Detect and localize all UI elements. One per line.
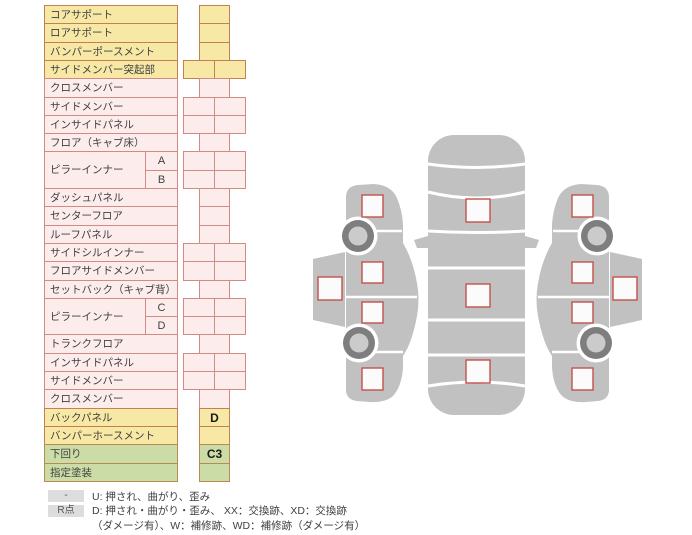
damage-cell[interactable]	[199, 463, 230, 482]
row-label: ダッシュパネル	[44, 188, 178, 207]
row-label: サイドメンバー	[44, 371, 178, 390]
panel-divider	[427, 229, 526, 234]
row-label: フロアサイドメンバー	[44, 261, 178, 281]
damage-cell[interactable]	[183, 243, 215, 262]
checkbox-top-rear[interactable]	[465, 359, 491, 384]
row-label: サイドメンバー突起部	[44, 60, 178, 79]
legend-text-continued: （ダメージ有）、W：補修跡、WD：補修跡（ダメージ有）	[92, 519, 366, 532]
row-label: バックパネル	[44, 408, 178, 427]
front-wheel-icon	[338, 216, 378, 256]
row-sublabel: D	[145, 316, 178, 335]
legend-badge-rpoint: R点	[48, 504, 84, 517]
row-label: 下回り	[44, 444, 178, 464]
damage-cell[interactable]	[199, 23, 230, 43]
parts-damage-table: コアサポート ロアサポート バンパーポースメント サイドメンバー突起部 クロスメンバーサ…	[44, 5, 247, 483]
row-label: インサイドパネル	[44, 353, 178, 372]
damage-cell[interactable]	[183, 60, 215, 79]
damage-cell[interactable]	[214, 243, 246, 262]
damage-cell[interactable]	[214, 316, 246, 335]
vehicle-damage-diagram	[313, 135, 644, 415]
checkbox-left-rear-fender[interactable]	[361, 367, 384, 391]
row-label: インサイドパネル	[44, 115, 178, 134]
damage-cell[interactable]	[199, 133, 230, 152]
row-sublabel: C	[145, 298, 178, 317]
row-label: コアサポート	[44, 5, 178, 24]
top-view-car	[414, 135, 539, 415]
row-label: ピラーインナー	[44, 151, 146, 189]
row-label: セットバック（キャブ背）	[44, 280, 178, 299]
damage-cell[interactable]	[199, 426, 230, 445]
side-mirror-left-icon	[414, 236, 428, 248]
damage-cell[interactable]	[214, 115, 246, 134]
panel-divider	[427, 162, 526, 169]
checkbox-left-rear-door[interactable]	[361, 301, 384, 324]
row-label: バンパーポースメント	[44, 42, 178, 61]
checkbox-right-roof[interactable]	[612, 276, 638, 301]
checkbox-left-front-fender[interactable]	[361, 194, 384, 218]
damage-cell[interactable]	[199, 206, 230, 226]
checkbox-right-front-fender[interactable]	[571, 194, 594, 218]
damage-cell[interactable]	[214, 151, 246, 171]
legend-badge-dash: -	[48, 490, 84, 503]
damage-cell[interactable]	[199, 334, 230, 354]
row-label: サイドシルインナー	[44, 243, 178, 262]
diagram-checkboxes	[317, 194, 638, 391]
damage-cell[interactable]	[214, 353, 246, 372]
row-label: フロア（キャブ床）	[44, 133, 178, 152]
row-label: トランクフロア	[44, 334, 178, 354]
row-label: センターフロア	[44, 206, 178, 226]
row-sublabel: A	[145, 151, 178, 171]
checkbox-right-front-door[interactable]	[571, 261, 594, 284]
damage-cell[interactable]	[183, 151, 215, 171]
row-label: サイドメンバー	[44, 97, 178, 116]
rear-wheel-icon	[339, 323, 379, 363]
damage-cell[interactable]	[183, 353, 215, 372]
checkbox-left-roof[interactable]	[317, 276, 343, 301]
row-label: 指定塗装	[44, 463, 178, 482]
damage-cell[interactable]: C3	[199, 444, 230, 464]
side-mirror-right-icon	[525, 236, 539, 248]
checkbox-right-rear-door[interactable]	[571, 301, 594, 324]
damage-cell[interactable]	[183, 170, 215, 189]
checkbox-top-center[interactable]	[465, 283, 491, 308]
row-label: ルーフパネル	[44, 225, 178, 244]
car-top-body	[428, 135, 525, 415]
damage-cell[interactable]	[183, 371, 215, 390]
damage-cell[interactable]	[199, 78, 230, 98]
damage-cell[interactable]	[199, 280, 230, 299]
damage-cell[interactable]	[183, 316, 215, 335]
row-label: クロスメンバー	[44, 78, 178, 98]
legend-text-d: D: 押され・曲がり・歪み、 XX：交換跡、XD：交換跡	[92, 505, 347, 518]
damage-cell[interactable]	[199, 42, 230, 61]
row-label: ピラーインナー	[44, 298, 146, 335]
damage-cell[interactable]	[199, 5, 230, 24]
damage-cell[interactable]	[199, 188, 230, 207]
side-view-car-left	[313, 184, 419, 403]
damage-cell[interactable]	[199, 225, 230, 244]
damage-cell[interactable]	[183, 261, 215, 281]
damage-cell[interactable]	[214, 170, 246, 189]
damage-code-legend: - U: 押され、曲がり、歪み R点 D: 押され・曲がり・歪み、 XX：交換跡…	[48, 489, 478, 533]
damage-cell[interactable]	[183, 97, 215, 116]
checkbox-right-rear-fender[interactable]	[571, 367, 594, 391]
damage-cell[interactable]	[199, 389, 230, 409]
row-sublabel: B	[145, 170, 178, 189]
row-label: バンパーホースメント	[44, 426, 178, 445]
damage-cell[interactable]	[183, 298, 215, 317]
row-label: ロアサポート	[44, 23, 178, 43]
damage-cell[interactable]	[183, 115, 215, 134]
damage-cell[interactable]	[214, 261, 246, 281]
checkbox-top-front[interactable]	[465, 198, 491, 223]
row-label: クロスメンバー	[44, 389, 178, 409]
damage-cell[interactable]	[214, 298, 246, 317]
damage-cell[interactable]	[214, 371, 246, 390]
damage-cell[interactable]: D	[199, 408, 230, 427]
legend-text-u: U: 押され、曲がり、歪み	[92, 490, 211, 503]
checkbox-left-front-door[interactable]	[361, 261, 384, 284]
panel-divider	[427, 190, 526, 200]
damage-cell[interactable]	[214, 97, 246, 116]
damage-cell[interactable]	[214, 60, 246, 79]
